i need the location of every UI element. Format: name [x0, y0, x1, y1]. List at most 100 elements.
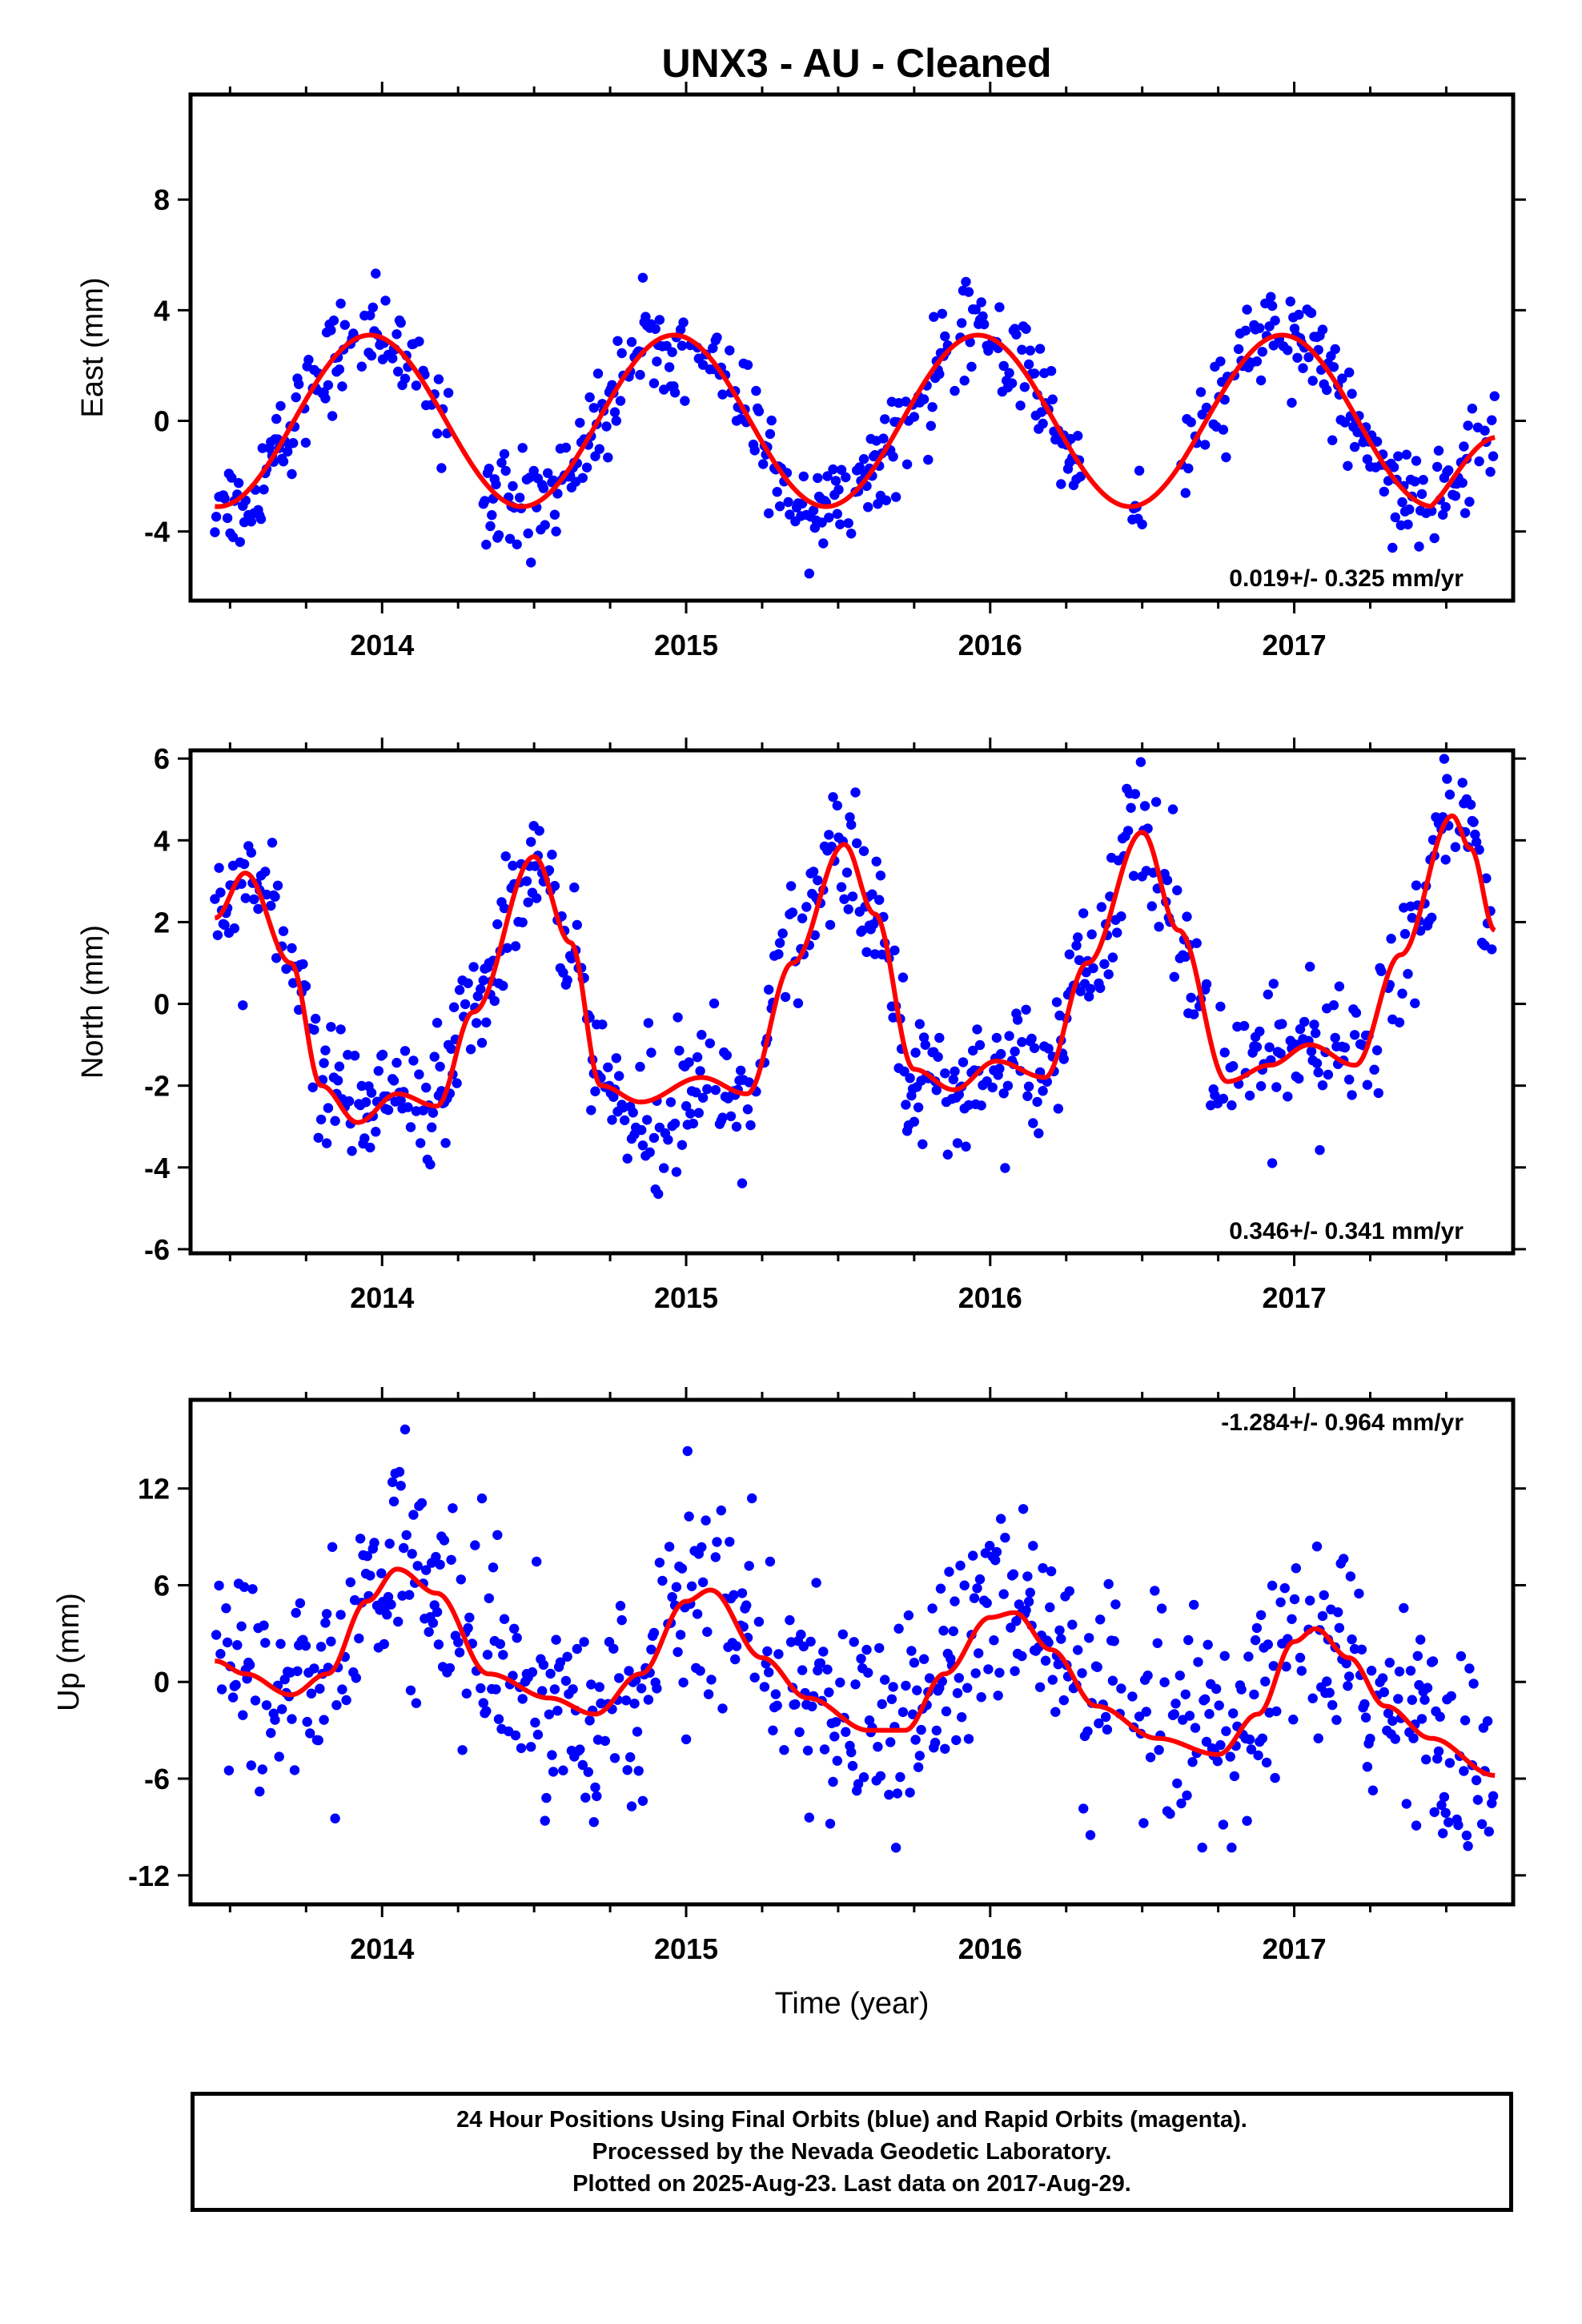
data-point: [1306, 1046, 1317, 1057]
data-point: [1386, 934, 1396, 944]
data-point: [1034, 344, 1046, 354]
data-point: [1457, 477, 1468, 489]
data-point: [287, 1714, 297, 1724]
data-point: [1203, 1639, 1213, 1650]
data-point: [958, 1057, 969, 1068]
data-point: [1354, 1588, 1364, 1599]
data-point: [1487, 415, 1497, 425]
data-point: [1464, 497, 1475, 507]
data-point: [1242, 1815, 1252, 1826]
data-point: [741, 1600, 752, 1610]
data-point: [1145, 1752, 1156, 1763]
data-point: [916, 1724, 926, 1735]
data-point: [905, 1073, 915, 1084]
data-point: [400, 1046, 411, 1056]
data-point: [330, 1813, 340, 1823]
data-point: [1414, 541, 1424, 552]
data-point: [877, 1699, 887, 1710]
data-point: [1018, 1504, 1029, 1514]
data-point: [1471, 837, 1482, 847]
data-point: [487, 510, 497, 521]
data-point: [432, 428, 443, 439]
data-point: [428, 1618, 439, 1628]
data-point: [824, 830, 834, 840]
data-point: [648, 378, 660, 388]
data-point: [337, 381, 347, 392]
data-point: [985, 1541, 995, 1551]
data-point: [384, 1538, 395, 1549]
data-point: [937, 308, 948, 319]
data-point: [938, 1626, 949, 1636]
data-point: [603, 1062, 613, 1073]
data-point: [302, 1716, 312, 1727]
data-point: [320, 1618, 331, 1628]
data-point: [1339, 1554, 1349, 1564]
data-point: [288, 978, 299, 988]
data-point: [1281, 1661, 1291, 1672]
data-point: [950, 1066, 960, 1077]
data-point: [1468, 817, 1479, 827]
data-point: [730, 1654, 741, 1665]
data-point: [1180, 488, 1191, 498]
data-point: [411, 380, 422, 391]
data-point: [227, 472, 237, 483]
data-point: [890, 492, 901, 502]
data-point: [504, 533, 516, 544]
data-point: [731, 1121, 742, 1132]
data-point: [1017, 344, 1027, 355]
data-point: [839, 894, 849, 905]
data-point: [835, 519, 845, 529]
data-point: [1268, 979, 1279, 989]
data-point: [1438, 509, 1448, 520]
data-point: [1488, 1791, 1499, 1801]
data-point: [1064, 1586, 1075, 1597]
data-point: [1410, 998, 1420, 1009]
data-point: [957, 1712, 967, 1723]
data-point: [693, 1108, 704, 1118]
data-point: [640, 312, 651, 322]
data-point: [790, 1699, 801, 1710]
data-point: [1379, 486, 1390, 497]
data-point: [1182, 911, 1192, 922]
data-point: [608, 1643, 619, 1654]
data-point: [548, 1767, 559, 1777]
data-point: [313, 1132, 323, 1144]
data-point: [832, 1755, 843, 1766]
data-point: [773, 1649, 784, 1659]
data-point: [334, 1061, 345, 1072]
data-point: [425, 1159, 436, 1170]
data-point: [1319, 1590, 1329, 1601]
data-point: [1011, 329, 1022, 340]
data-point: [484, 1593, 494, 1604]
data-point: [685, 1108, 696, 1119]
data-point: [952, 1688, 963, 1699]
data-point: [555, 1657, 566, 1667]
data-point: [594, 1682, 604, 1692]
data-point: [993, 1691, 1003, 1701]
data-point: [807, 1701, 817, 1711]
data-point: [797, 913, 808, 923]
data-point: [1401, 449, 1412, 460]
data-point: [530, 1717, 540, 1728]
data-point: [677, 1140, 688, 1151]
data-point: [405, 1685, 416, 1695]
data-point: [628, 1108, 638, 1118]
data-point: [461, 1688, 472, 1699]
data-point: [512, 1633, 522, 1643]
data-point: [1227, 1842, 1237, 1853]
data-point: [432, 1018, 443, 1028]
data-point: [888, 452, 898, 462]
chart-title: UNX3 - AU - Cleaned: [661, 41, 1051, 86]
data-point: [614, 1071, 624, 1081]
data-point: [1460, 508, 1471, 518]
data-point: [332, 1076, 343, 1086]
data-point: [1481, 873, 1492, 883]
data-point: [1333, 1607, 1343, 1618]
data-point: [538, 1659, 549, 1671]
data-point: [624, 1666, 634, 1676]
data-point: [682, 1445, 693, 1457]
data-point: [499, 1614, 510, 1624]
x-tick-label: 2015: [654, 629, 718, 661]
data-point: [439, 1535, 450, 1546]
data-point: [731, 1641, 742, 1651]
